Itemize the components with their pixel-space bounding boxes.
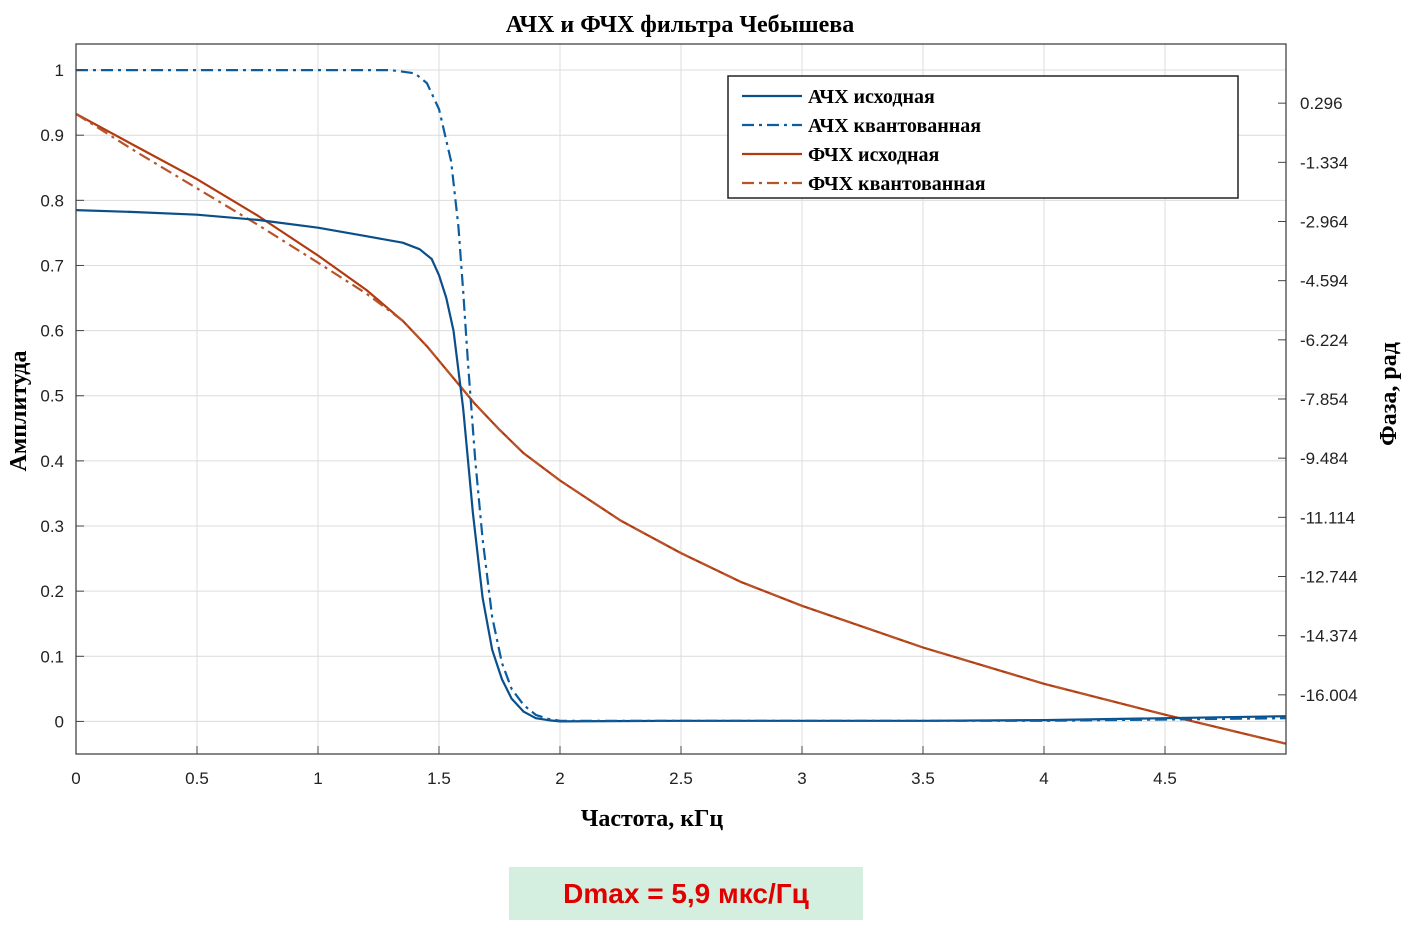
y-left-tick-label: 0.1 (40, 647, 64, 666)
series-line-3 (75, 112, 1287, 745)
y-left-tick-label: 0.5 (40, 387, 64, 406)
y-right-tick-label: -16.004 (1300, 686, 1358, 705)
x-axis-label: Частота, кГц (581, 806, 724, 832)
legend-label: ФЧХ квантованная (808, 173, 986, 195)
y-right-tick-label: -6.224 (1300, 331, 1348, 350)
x-tick-label: 1 (313, 769, 322, 788)
y-right-tick-label: -7.854 (1300, 390, 1348, 409)
y-right-tick-label: -1.334 (1300, 153, 1348, 172)
x-tick-label: 4 (1039, 769, 1048, 788)
legend-box (727, 75, 1239, 199)
legend-label: АЧХ исходная (808, 86, 935, 108)
y-left-tick-label: 0.7 (40, 256, 64, 275)
y-right-tick-label: 0.296 (1300, 94, 1343, 113)
y-left-tick-label: 0 (55, 712, 64, 731)
y-left-tick-label: 0.6 (40, 322, 64, 341)
x-tick-label: 0.5 (185, 769, 209, 788)
chart-title: АЧХ и ФЧХ фильтра Чебышева (506, 12, 855, 38)
x-tick-label: 1.5 (427, 769, 451, 788)
y-right-tick-label: -2.964 (1300, 213, 1348, 232)
y-left-tick-label: 0.9 (40, 126, 64, 145)
legend-label: ФЧХ исходная (808, 144, 939, 166)
x-tick-label: 0 (71, 769, 80, 788)
y-right-tick-label: -4.594 (1300, 272, 1348, 291)
series-line-1 (76, 68, 1287, 722)
y-left-tick-label: 0.8 (40, 191, 64, 210)
x-ticks: 0 0.5 1 1.5 2 2.5 3 3.5 4 4.5 (71, 746, 1177, 788)
y-right-axis-label: Фаза, рад (1376, 342, 1402, 446)
y-left-axis-label: Амплитуда (6, 351, 32, 472)
y-right-tick-label: -14.374 (1300, 627, 1358, 646)
y-left-tick-label: 1 (55, 61, 64, 80)
legend-label: АЧХ квантованная (808, 115, 981, 137)
y-left-tick-label: 0.3 (40, 517, 64, 536)
y-right-tick-label: -9.484 (1300, 449, 1348, 468)
x-tick-label: 3 (797, 769, 806, 788)
y-right-tick-label: -12.744 (1300, 568, 1358, 587)
y-left-tick-label: 0.4 (40, 452, 64, 471)
dmax-annotation: Dmax = 5,9 мкс/Гц (509, 867, 863, 920)
x-tick-label: 2 (555, 769, 564, 788)
x-tick-label: 2.5 (669, 769, 693, 788)
y-left-ticks: 0 0.1 0.2 0.3 0.4 0.5 0.6 0.7 0.8 0.9 1 (40, 61, 84, 731)
y-right-tick-label: -11.114 (1300, 508, 1355, 527)
series-layer (75, 68, 1287, 745)
y-right-ticks: 0.296 -1.334 -2.964 -4.594 -6.224 -7.854 -9.48… (1278, 94, 1358, 705)
chart: АЧХ и ФЧХ фильтра Чебышева 0 0.5 1 1.5 2 2.5 3… (6, 12, 1402, 832)
legend: АЧХ исходная АЧХ квантованная ФЧХ исходная… (727, 75, 1239, 199)
x-tick-label: 4.5 (1153, 769, 1177, 788)
y-left-tick-label: 0.2 (40, 582, 64, 601)
x-tick-label: 3.5 (911, 769, 935, 788)
